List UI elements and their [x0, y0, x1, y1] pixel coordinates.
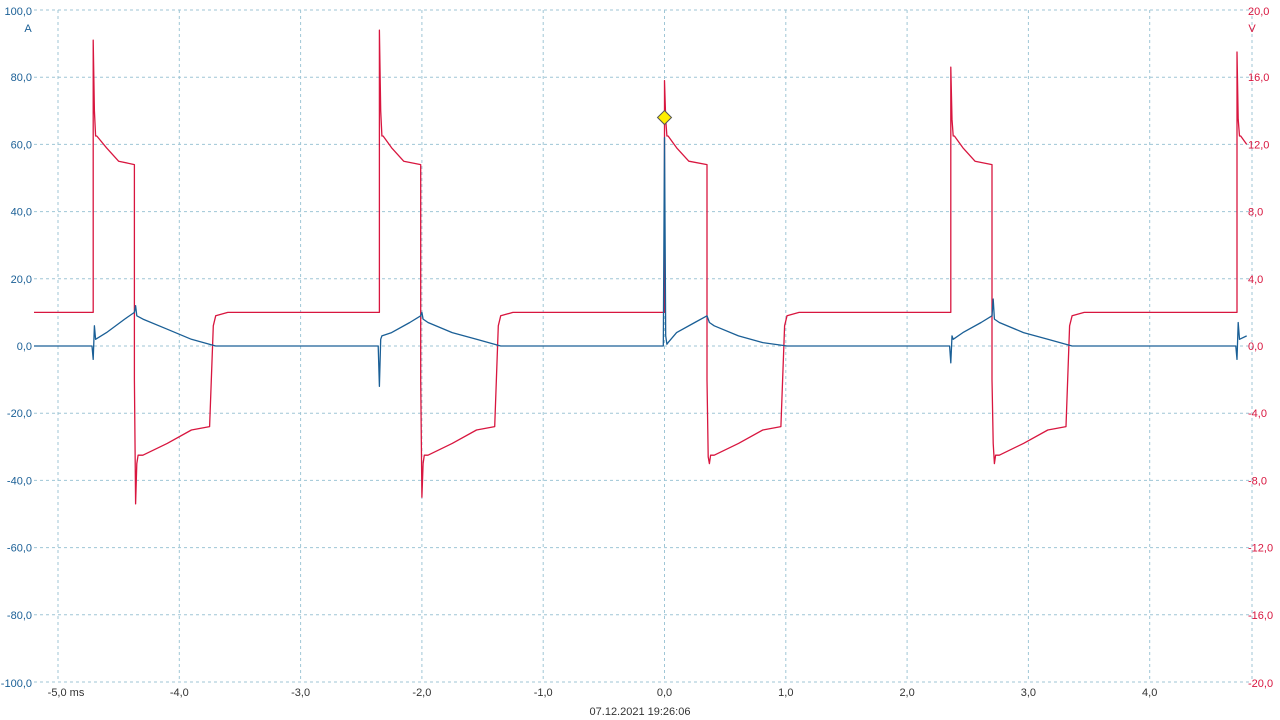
- left-tick-label: -80,0: [7, 610, 32, 622]
- left-tick-label: 20,0: [11, 274, 32, 286]
- left-tick-label: -60,0: [7, 543, 32, 555]
- left-axis-unit: A: [24, 23, 32, 35]
- time-tick-label: -3,0: [291, 687, 310, 699]
- right-tick-label: -20,0: [1248, 678, 1273, 690]
- trigger-marker[interactable]: [656, 109, 673, 126]
- right-axis-unit: V: [1248, 23, 1256, 35]
- left-tick-label: 40,0: [11, 207, 32, 219]
- time-tick-label: -5,0 ms: [48, 687, 85, 699]
- right-tick-label: 16,0: [1248, 72, 1269, 84]
- right-tick-label: -12,0: [1248, 543, 1273, 555]
- left-tick-label: 100,0: [4, 6, 32, 18]
- time-tick-label: 1,0: [778, 687, 793, 699]
- time-tick-label: 4,0: [1142, 687, 1157, 699]
- time-tick-label: 0,0: [657, 687, 672, 699]
- right-tick-label: -8,0: [1248, 475, 1267, 487]
- right-tick-label: -16,0: [1248, 610, 1273, 622]
- right-tick-label: 20,0: [1248, 6, 1269, 18]
- left-tick-label: -100,0: [1, 678, 32, 690]
- right-tick-label: 12,0: [1248, 139, 1269, 151]
- time-axis-tick-labels: -5,0 ms -4,0 -3,0 -2,0 -1,0 0,0 1,0 2,0 3,0 4,0: [48, 687, 1158, 699]
- time-tick-label: -2,0: [412, 687, 431, 699]
- right-tick-label: 0,0: [1248, 341, 1263, 353]
- left-tick-label: 0,0: [17, 341, 32, 353]
- left-tick-label: -40,0: [7, 475, 32, 487]
- timestamp: 07.12.2021 19:26:06: [590, 706, 691, 718]
- traces: [34, 29, 1248, 505]
- left-tick-label: -20,0: [7, 408, 32, 420]
- left-tick-label: 60,0: [11, 139, 32, 151]
- voltage-trace: [34, 29, 1248, 505]
- left-axis-tick-labels: 100,0 80,0 60,0 40,0 20,0 0,0 -20,0 -40,0 -60,0 -…: [1, 6, 32, 690]
- right-tick-label: 4,0: [1248, 274, 1263, 286]
- time-tick-label: -1,0: [534, 687, 553, 699]
- grid-lines: [34, 9, 1253, 683]
- current-trace: [34, 137, 1247, 387]
- right-tick-label: 8,0: [1248, 207, 1263, 219]
- right-tick-label: -4,0: [1248, 408, 1267, 420]
- left-tick-label: 80,0: [11, 72, 32, 84]
- time-tick-label: 3,0: [1021, 687, 1036, 699]
- time-tick-label: 2,0: [899, 687, 914, 699]
- right-axis-tick-labels: 20,0 16,0 12,0 8,0 4,0 0,0 -4,0 -8,0 -12,0 -16,0 -…: [1248, 6, 1273, 690]
- trigger-marker-layer: [656, 109, 673, 126]
- time-tick-label: -4,0: [170, 687, 189, 699]
